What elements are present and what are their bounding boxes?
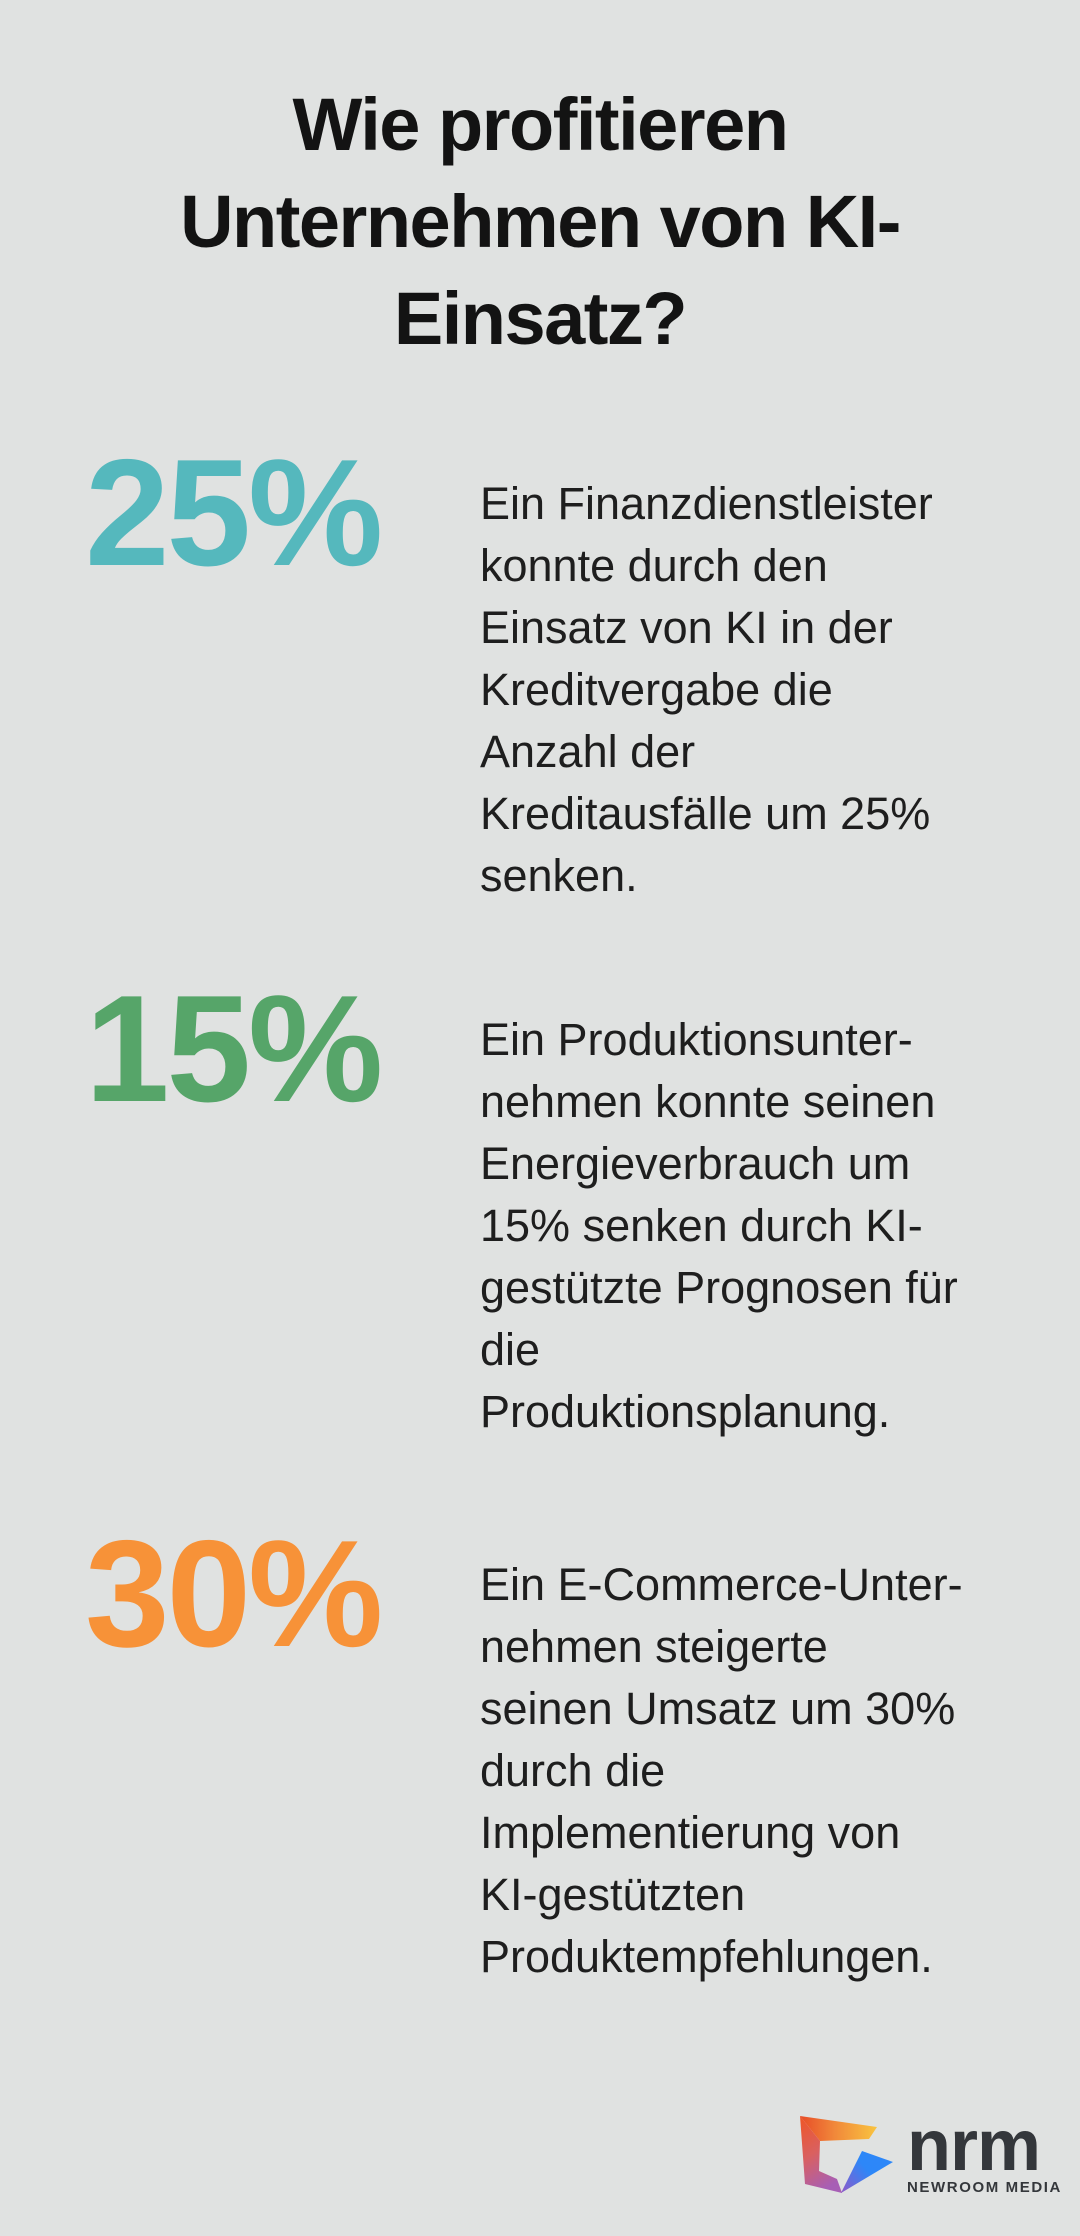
stat-row-energy: 15% Ein Produktionsunter- nehmen konnte … — [0, 973, 1080, 1449]
nrm-logo-icon — [800, 2116, 893, 2193]
stat-description-30: Ein E-Commerce-Unter- nehmen steigerte s… — [480, 1559, 963, 1982]
stat-row-credit-defaults: 25% Ein Finanzdienstleister konnte durch… — [0, 437, 1080, 913]
stat-row-revenue: 30% Ein E-Commerce-Unter- nehmen steiger… — [0, 1518, 1080, 1994]
logo-brand-text: nrm — [907, 2106, 1041, 2186]
page-title: Wie profitieren Unternehmen von KI- Eins… — [180, 83, 901, 360]
stat-value-25: 25% — [85, 428, 383, 598]
stat-value-30: 30% — [85, 1509, 383, 1679]
stat-value-15: 15% — [85, 964, 383, 1134]
logo-text-block: nrm NEWROOM MEDIA — [907, 2110, 1062, 2199]
stat-description-15: Ein Produktionsunter- nehmen konnte sein… — [480, 1014, 958, 1437]
brand-logo: nrm NEWROOM MEDIA — [799, 2110, 1062, 2199]
stat-description-25: Ein Finanzdienstleister konnte durch den… — [480, 478, 933, 901]
logo-tagline-text: NEWROOM MEDIA — [907, 2179, 1062, 2196]
